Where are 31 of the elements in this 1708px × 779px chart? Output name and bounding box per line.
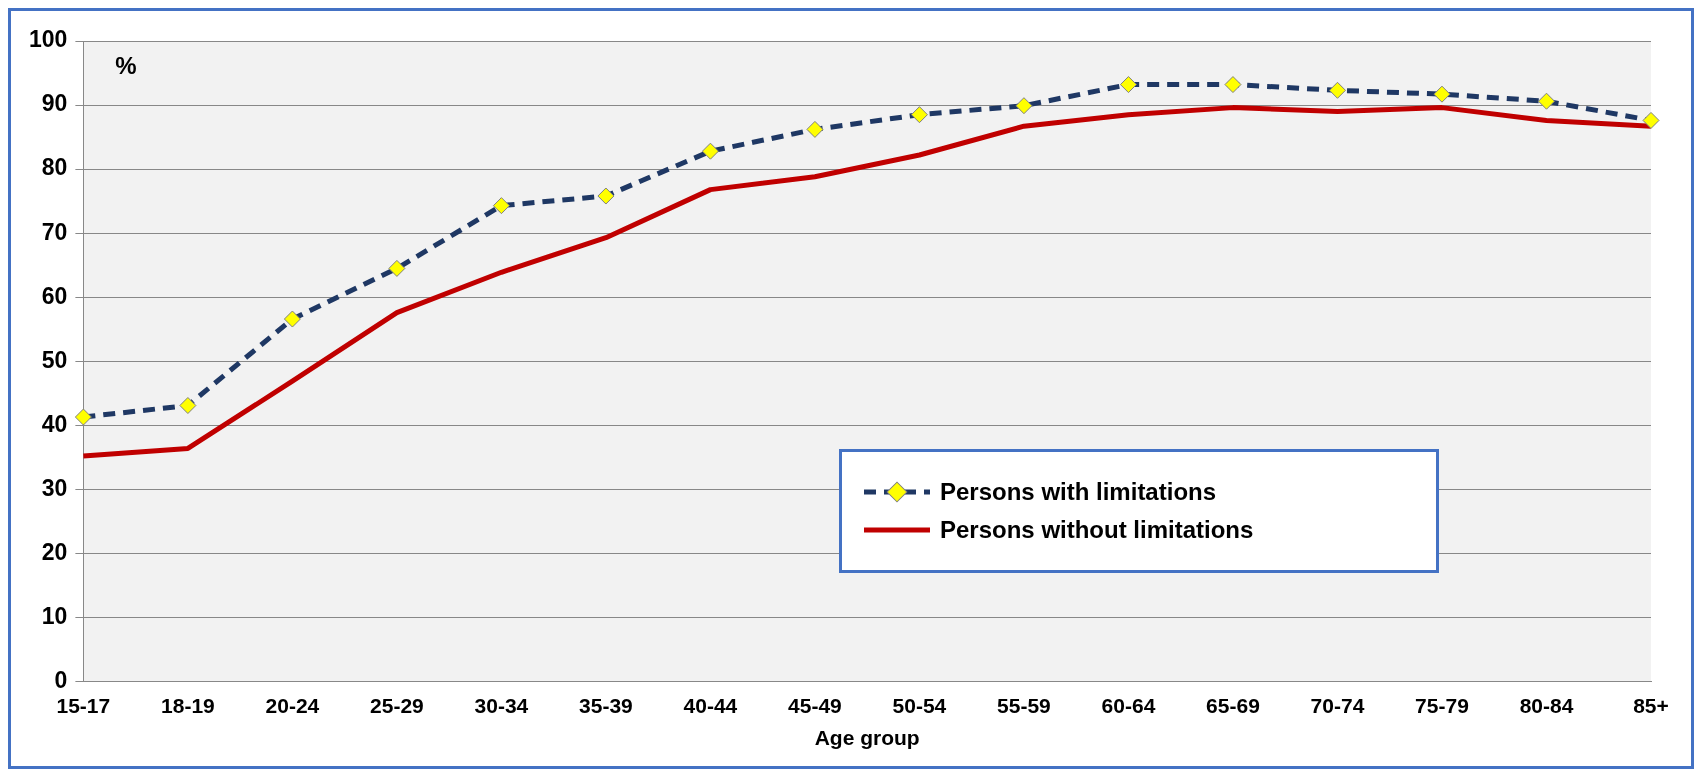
x-tick-label: 15-17 [56,694,111,717]
y-tick-label: 50 [41,346,68,373]
y-tick-label: 60 [41,282,68,309]
y-tick-label: 20 [41,538,68,565]
x-tick-label: 55-59 [997,694,1051,717]
x-tick-label: 85+ [1633,694,1669,717]
x-tick-label: 25-29 [370,694,424,717]
legend-label: Persons without limitations [940,516,1254,544]
x-tick-label: 30-34 [474,694,529,717]
x-axis-title: Age group [814,726,920,750]
x-tick-label: 20-24 [265,694,320,717]
x-tick-label: 45-49 [788,694,842,717]
legend-label: Persons with limitations [940,478,1217,506]
x-tick-label: 75-79 [1415,694,1469,717]
x-tick-label: 65-69 [1206,694,1260,717]
x-tick-label: 40-44 [683,694,738,717]
y-tick-label: 10 [41,602,68,629]
y-tick-label: 30 [41,474,68,501]
y-tick-label: 70 [41,218,68,245]
y-tick-label: 0 [54,666,68,693]
x-tick-label: 70-74 [1310,694,1365,717]
y-tick-label: 80 [41,154,68,181]
x-tick-label: 18-19 [161,694,215,717]
y-tick-label: 40 [41,410,68,437]
y-tick-label: 100 [29,26,68,53]
x-tick-label: 80-84 [1519,694,1574,717]
annotation: % [115,51,137,79]
x-tick-label: 35-39 [579,694,633,717]
x-tick-label: 50-54 [892,694,947,717]
x-tick-label: 60-64 [1101,694,1156,717]
y-tick-label: 90 [41,90,68,117]
